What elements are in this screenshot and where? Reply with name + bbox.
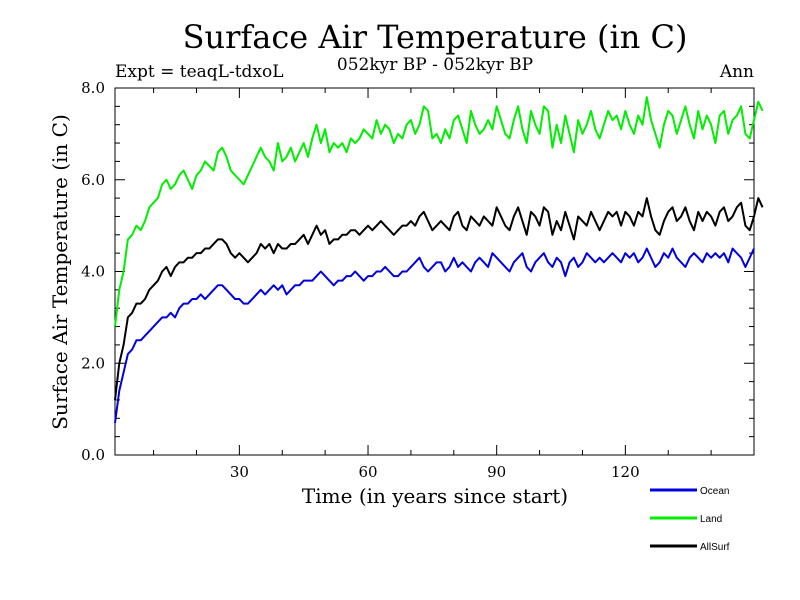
x-axis-label: Time (in years since start) [302, 484, 568, 508]
y-tick-label: 2.0 [81, 354, 105, 372]
y-tick-label: 4.0 [81, 263, 105, 281]
x-tick-label: 120 [611, 463, 640, 481]
period-label: 052kyr BP - 052kyr BP [337, 55, 533, 75]
series-line-ocean [114, 247, 755, 424]
axis-ticks [115, 87, 754, 456]
y-tick-label: 8.0 [81, 79, 105, 97]
x-tick-label: 60 [358, 463, 377, 481]
season-label: Ann [719, 62, 754, 82]
series-line-land [114, 96, 764, 327]
x-tick-label: 30 [230, 463, 249, 481]
axis-tick-labels: 30 60 90 120 0.0 2.0 4.0 6.0 8.0 [81, 79, 640, 481]
x-tick-label: 90 [487, 463, 506, 481]
legend: Ocean Land AllSurf [650, 486, 730, 553]
y-tick-label: 6.0 [81, 171, 105, 189]
series-line-allsurf [114, 197, 764, 401]
series-lines [114, 96, 764, 424]
legend-label-allsurf: AllSurf [700, 542, 730, 553]
y-tick-label: 0.0 [81, 446, 105, 464]
chart-title: Surface Air Temperature (in C) [183, 18, 688, 56]
y-axis-label: Surface Air Temperature (in C) [48, 114, 72, 430]
experiment-label: Expt = teaqL-tdxoL [115, 62, 284, 82]
legend-label-ocean: Ocean [700, 486, 729, 497]
legend-label-land: Land [700, 514, 722, 525]
